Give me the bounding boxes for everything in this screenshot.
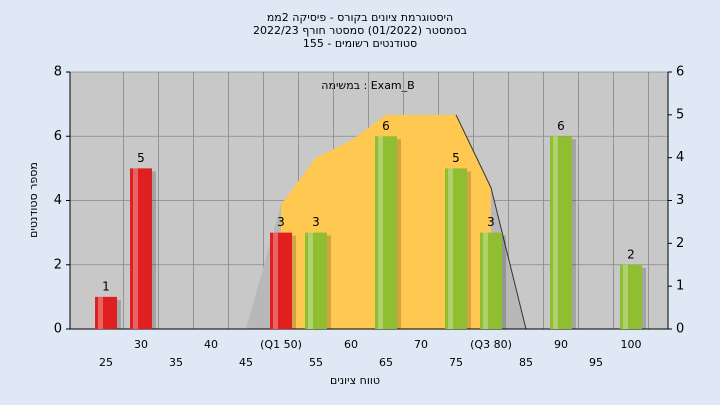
bar-highlight <box>98 296 103 329</box>
bar <box>270 232 292 329</box>
data-label: 6 <box>382 119 390 133</box>
data-label: 3 <box>487 215 495 229</box>
y2-tick-label: 0 <box>676 322 684 337</box>
x-tick-label: 75 <box>449 356 463 369</box>
data-label: 5 <box>137 151 145 165</box>
x-tick-label: 65 <box>379 356 393 369</box>
x-tick-label: 85 <box>519 356 533 369</box>
x-tick-label: 60 <box>344 338 358 351</box>
chart-subtitle: סטודנטים רשומים - 155 <box>303 37 417 50</box>
x-tick-label: 25 <box>99 356 113 369</box>
y-tick-label: 6 <box>54 129 62 144</box>
y2-tick-label: 5 <box>676 107 684 122</box>
y2-tick-label: 4 <box>676 150 684 165</box>
bar <box>550 136 572 329</box>
y-tick-label: 8 <box>54 65 62 80</box>
x-tick-label: 45 <box>239 356 253 369</box>
x-tick-label: 40 <box>204 338 218 351</box>
data-label: 3 <box>277 215 285 229</box>
data-label: 6 <box>557 119 565 133</box>
bar <box>620 264 642 329</box>
bar-highlight <box>133 168 138 329</box>
bar-highlight <box>378 136 383 329</box>
bar-highlight <box>553 136 558 329</box>
y-tick-label: 2 <box>54 257 62 272</box>
x-tick-label: 100 <box>621 338 642 351</box>
y2-tick-label: 3 <box>676 193 684 208</box>
x-tick-label: 55 <box>309 356 323 369</box>
distribution-line <box>455 114 527 330</box>
bar-highlight <box>308 232 313 329</box>
y2-tick-label: 1 <box>676 279 684 294</box>
chart-subtitle: בסמסטר (01/2022) סמסטר חורף 2022/23 <box>253 24 467 37</box>
chart-title: היסטוגרמת ציונים בקורס - פיסיקה 2ממ <box>267 11 453 24</box>
bar <box>130 168 152 329</box>
annotation: במשימה : Exam_B <box>321 79 414 92</box>
x-tick-label: 95 <box>589 356 603 369</box>
data-label: 5 <box>452 151 460 165</box>
x-tick-label: 30 <box>134 338 148 351</box>
bar <box>480 232 502 329</box>
x-tick-label: (Q3 80) <box>470 338 512 351</box>
x-tick-label: 35 <box>169 356 183 369</box>
y-axis-label: מספר סטודנטים <box>27 162 40 238</box>
y2-tick-label: 6 <box>676 65 684 80</box>
data-label: 1 <box>102 279 110 293</box>
y-tick-label: 0 <box>54 322 62 337</box>
y2-tick-label: 2 <box>676 236 684 251</box>
data-label: 3 <box>312 215 320 229</box>
data-label: 2 <box>627 247 635 261</box>
x-axis-label: טווח ציונים <box>330 374 380 387</box>
y-tick-label: 4 <box>54 193 62 208</box>
x-tick-label: (Q1 50) <box>260 338 302 351</box>
bar <box>375 136 397 329</box>
x-tick-label: 90 <box>554 338 568 351</box>
bar <box>305 232 327 329</box>
bar-highlight <box>483 232 488 329</box>
bar-highlight <box>273 232 278 329</box>
x-tick-label: 70 <box>414 338 428 351</box>
bar-highlight <box>448 168 453 329</box>
bar <box>95 296 117 329</box>
bar <box>445 168 467 329</box>
bar-highlight <box>623 264 628 329</box>
